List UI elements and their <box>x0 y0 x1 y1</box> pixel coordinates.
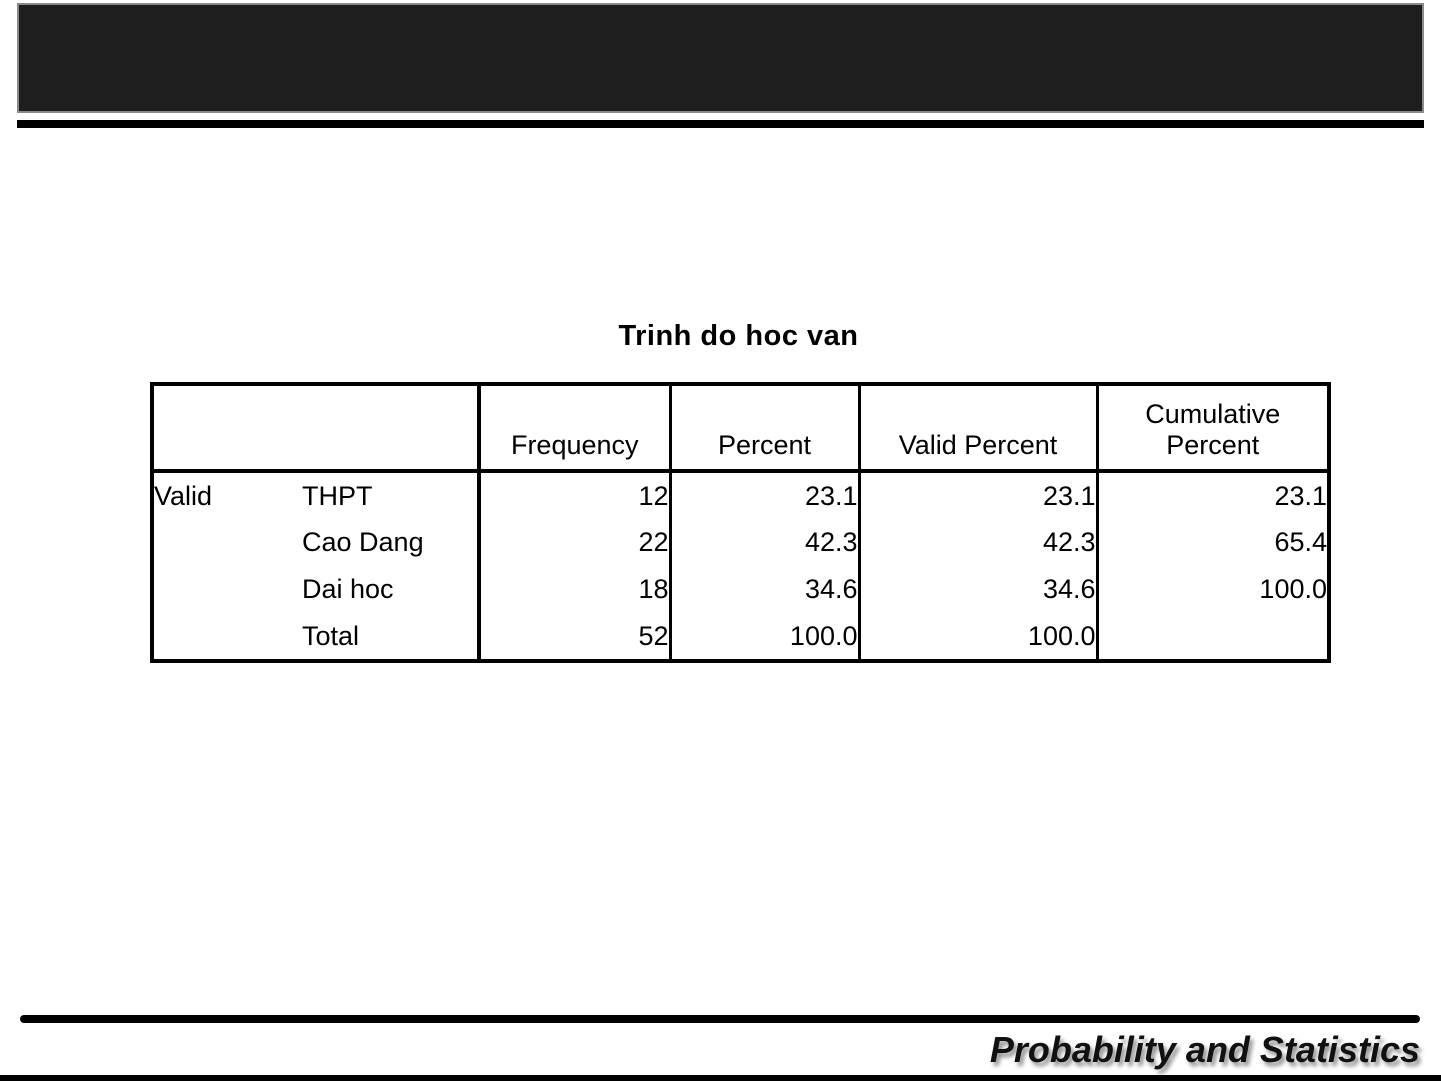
col-header-percent: Percent <box>668 384 859 473</box>
cell-valid-percent: 42.3 <box>857 519 1097 566</box>
col-header-cumulative-percent: Cumulative Percent <box>1095 384 1329 473</box>
cell-frequency: 18 <box>477 566 670 613</box>
col-header-frequency: Frequency <box>477 384 670 473</box>
row-label: Dai hoc <box>302 574 394 604</box>
footer-divider <box>20 1015 1420 1023</box>
row-label: THPT <box>302 480 373 511</box>
row-group-label: Valid <box>154 480 213 511</box>
cell-frequency: 22 <box>477 519 670 566</box>
table-row: Cao Dang 22 42.3 42.3 65.4 <box>152 519 1329 566</box>
cell-percent: 100.0 <box>668 613 859 661</box>
row-label: Cao Dang <box>302 527 424 557</box>
col-header-valid-percent: Valid Percent <box>857 384 1097 473</box>
cell-frequency: 52 <box>477 613 670 661</box>
cell-cumulative-percent: 23.1 <box>1095 471 1329 519</box>
cell-cumulative-percent: 100.0 <box>1095 566 1329 613</box>
frequency-table: Frequency Percent Valid Percent Cumulati… <box>150 382 1331 663</box>
cell-frequency: 12 <box>477 471 670 519</box>
table-title: Trinh do hoc van <box>618 320 859 352</box>
row-label: Total <box>302 620 360 651</box>
title-bar <box>17 3 1424 113</box>
table-row: Valid THPT 12 23.1 23.1 23.1 <box>152 471 1329 519</box>
cell-valid-percent: 100.0 <box>857 613 1097 661</box>
row-group-spacer <box>152 566 302 613</box>
cell-percent: 34.6 <box>668 566 859 613</box>
cell-valid-percent: 23.1 <box>857 471 1097 519</box>
table-row: Total 52 100.0 100.0 <box>152 613 1329 661</box>
cell-percent: 23.1 <box>668 471 859 519</box>
row-group-spacer <box>152 519 302 566</box>
table-header-row: Frequency Percent Valid Percent Cumulati… <box>152 384 1329 473</box>
bottom-edge-bar <box>0 1075 1441 1081</box>
table-row: Dai hoc 18 34.6 34.6 100.0 <box>152 566 1329 613</box>
header-stub-cell <box>152 384 479 473</box>
cell-cumulative-percent <box>1095 613 1329 661</box>
cell-valid-percent: 34.6 <box>857 566 1097 613</box>
title-bar-underline <box>17 120 1424 128</box>
cell-percent: 42.3 <box>668 519 859 566</box>
row-group-spacer <box>152 613 302 661</box>
footer-course-title: Probability and Statistics <box>989 1029 1420 1070</box>
cell-cumulative-percent: 65.4 <box>1095 519 1329 566</box>
